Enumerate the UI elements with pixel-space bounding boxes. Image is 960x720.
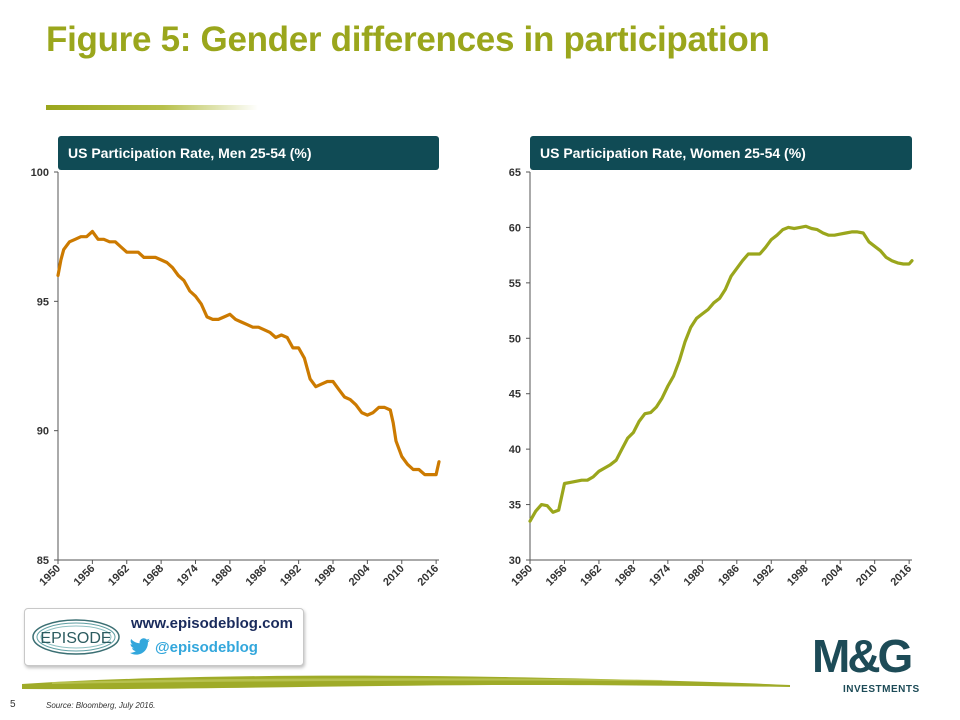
blog-url-link[interactable]: www.episodeblog.com <box>131 615 293 632</box>
women-x-tick-label: 1968 <box>613 563 639 589</box>
episode-blog-box[interactable]: EPISODE www.episodeblog.com @episodeblog <box>24 608 304 666</box>
men-x-tick-label: 1956 <box>72 563 98 589</box>
women-x-tick-label: 1974 <box>647 562 673 588</box>
men-x-tick-label: 1980 <box>209 563 235 589</box>
twitter-handle: @episodeblog <box>155 638 258 656</box>
twitter-row[interactable]: @episodeblog <box>129 637 258 657</box>
women-y-tick-label: 60 <box>509 222 521 234</box>
page-number: 5 <box>10 699 16 710</box>
episode-logo: EPISODE <box>32 619 120 655</box>
men-x-tick-label: 1968 <box>140 563 166 589</box>
women-x-tick-label: 2004 <box>820 562 846 588</box>
women-y-tick-label: 40 <box>509 444 521 456</box>
women-x-tick-label: 2010 <box>854 563 880 589</box>
episode-logo-text: EPISODE <box>40 630 111 647</box>
twitter-bird-icon <box>129 638 150 655</box>
women-participation-line <box>528 224 914 523</box>
men-participation-line <box>56 229 441 477</box>
men-y-tick-label: 100 <box>31 167 49 179</box>
women-x-tick-label: 2016 <box>888 563 914 589</box>
women-x-tick-label: 1986 <box>716 563 742 589</box>
men-y-tick-label: 95 <box>37 296 49 308</box>
title-underline <box>46 105 258 110</box>
women-y-tick-label: 55 <box>509 278 521 290</box>
men-x-tick-label: 2004 <box>347 562 373 588</box>
women-y-tick-label: 65 <box>509 167 521 179</box>
women-y-tick-label: 50 <box>509 333 521 345</box>
women-x-tick-label: 1992 <box>751 563 777 589</box>
men-chart-title: US Participation Rate, Men 25-54 (%) <box>58 136 439 170</box>
men-x-tick-label: 1974 <box>175 562 201 588</box>
women-y-tick-label: 45 <box>509 389 521 401</box>
page-title: Figure 5: Gender differences in particip… <box>46 20 770 59</box>
women-chart-title: US Participation Rate, Women 25-54 (%) <box>530 136 912 170</box>
men-x-tick-label: 1998 <box>312 563 338 589</box>
women-x-tick-label: 1980 <box>682 563 708 589</box>
women-x-tick-label: 1998 <box>785 563 811 589</box>
women-y-tick-label: 35 <box>509 500 521 512</box>
women-x-tick-label: 1956 <box>544 563 570 589</box>
men-x-tick-label: 2016 <box>415 563 441 589</box>
mg-logo: M&G <box>812 630 913 682</box>
mg-logo-subtitle: INVESTMENTS <box>843 684 920 695</box>
men-y-tick-label: 90 <box>37 426 49 438</box>
women-y-tick-label: 30 <box>509 555 521 567</box>
men-x-tick-label: 2010 <box>381 563 407 589</box>
source-note: Source: Bloomberg, July 2016. <box>46 701 156 710</box>
women-x-tick-label: 1962 <box>578 563 604 589</box>
men-x-tick-label: 1992 <box>278 563 304 589</box>
brush-stroke-divider <box>22 675 790 690</box>
men-x-tick-label: 1986 <box>244 563 270 589</box>
men-y-tick-label: 85 <box>37 555 49 567</box>
men-x-tick-label: 1962 <box>106 563 132 589</box>
